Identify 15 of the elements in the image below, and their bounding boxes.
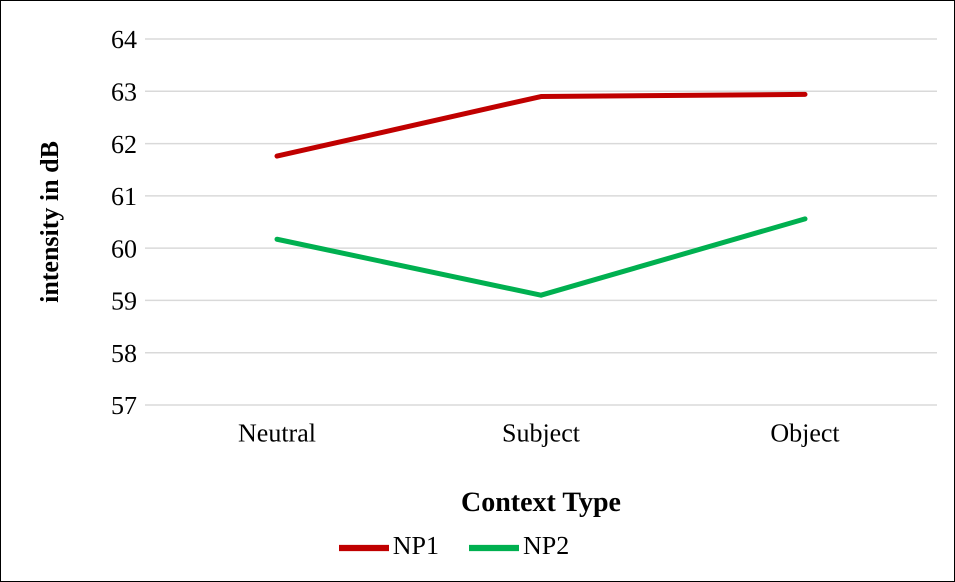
x-tick-label: Neutral <box>238 418 316 448</box>
y-tick-label: 62 <box>111 130 137 159</box>
legend-label: NP2 <box>523 530 570 560</box>
y-tick-label: 63 <box>111 78 137 107</box>
y-axis-title: intensity in dB <box>35 141 64 303</box>
x-tick-label: Object <box>770 418 840 448</box>
y-tick-label: 60 <box>111 234 137 264</box>
x-axis-title: Context Type <box>461 487 621 518</box>
y-tick-label: 59 <box>111 286 137 316</box>
y-tick-label: 64 <box>111 25 137 54</box>
y-tick-label: 57 <box>111 391 137 420</box>
y-tick-label: 58 <box>111 338 137 368</box>
x-tick-label: Subject <box>502 418 581 448</box>
y-tick-label: 61 <box>111 182 137 212</box>
legend-label: NP1 <box>392 530 439 560</box>
